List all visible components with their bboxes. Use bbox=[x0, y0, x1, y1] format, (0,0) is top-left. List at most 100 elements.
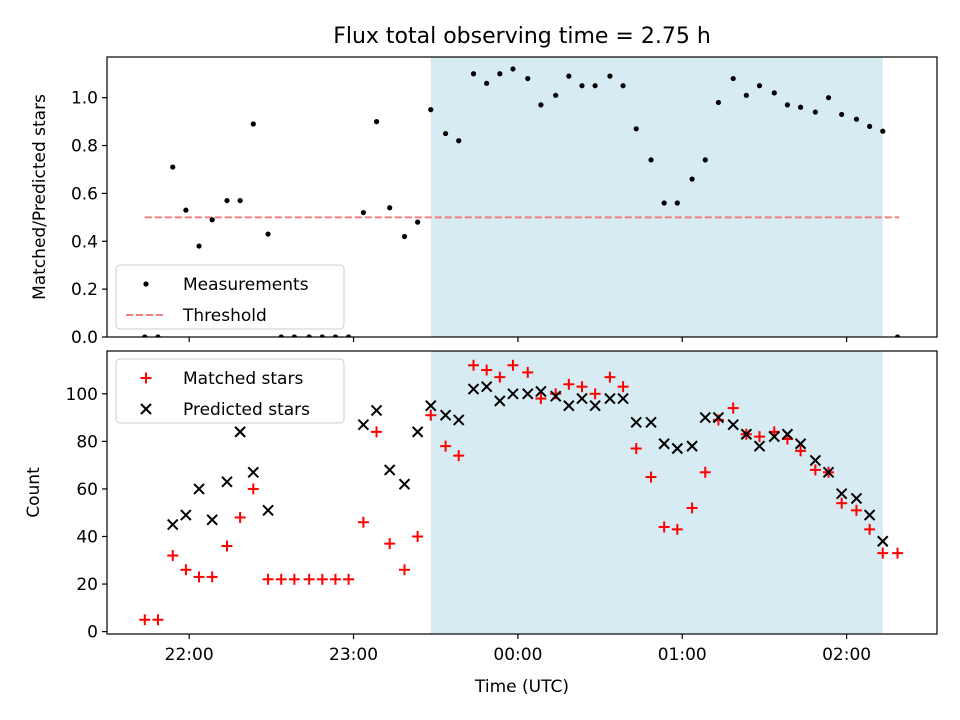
y-tick-label: 0.2 bbox=[71, 280, 98, 300]
predicted-star-point bbox=[794, 438, 807, 450]
x-tick-label: 00:00 bbox=[493, 645, 542, 665]
measurement-point bbox=[579, 83, 585, 89]
measurement-point bbox=[661, 200, 667, 206]
measurement-point bbox=[880, 128, 886, 134]
matched-star-point bbox=[658, 521, 670, 533]
predicted-star-point bbox=[357, 419, 370, 431]
x-tick-label: 01:00 bbox=[658, 645, 707, 665]
predicted-star-point bbox=[563, 399, 575, 412]
measurement-point bbox=[183, 207, 189, 213]
predicted-star-point bbox=[781, 428, 794, 440]
predicted-star-point bbox=[822, 466, 835, 478]
measurement-point bbox=[674, 200, 680, 206]
measurement-point bbox=[553, 92, 559, 98]
predicted-star-point bbox=[494, 395, 506, 407]
chart-title: Flux total observing time = 2.75 h bbox=[333, 24, 711, 49]
y-tick-label: 1.0 bbox=[71, 89, 98, 109]
measurement-point bbox=[756, 83, 763, 89]
y-tick-label: 80 bbox=[76, 432, 98, 452]
matched-star-point bbox=[316, 573, 328, 585]
matched-star-point bbox=[247, 483, 259, 495]
measurement-point bbox=[291, 334, 297, 337]
matched-star-point bbox=[507, 359, 519, 371]
predicted-star-point bbox=[712, 411, 725, 424]
measurement-point bbox=[387, 205, 393, 211]
matched-star-point bbox=[589, 388, 601, 400]
predicted-star-point bbox=[686, 440, 698, 452]
measurement-point bbox=[510, 66, 516, 72]
measurement-point bbox=[730, 75, 736, 82]
measurement-point bbox=[497, 71, 503, 77]
top-panel: 0.0 0.2 0.4 0.6 0.8 1.0 Matched/Predicted star… bbox=[30, 56, 938, 348]
legend: Matched stars Predicted stars bbox=[115, 358, 345, 424]
y-tick-label: 0 bbox=[87, 623, 98, 643]
matched-star-point bbox=[288, 573, 300, 585]
matched-star-point bbox=[425, 409, 437, 421]
measurement-point bbox=[428, 107, 434, 113]
measurement-point bbox=[797, 104, 804, 110]
measurement-point bbox=[702, 157, 708, 163]
legend-label: Threshold bbox=[182, 306, 267, 326]
predicted-star-point bbox=[617, 392, 629, 405]
y-tick-label: 0.8 bbox=[71, 137, 98, 157]
measurement-point bbox=[319, 334, 325, 337]
measurement-point bbox=[853, 116, 860, 122]
y-tick-label: 100 bbox=[66, 385, 98, 405]
matched-star-point bbox=[371, 426, 383, 438]
matched-star-point bbox=[303, 573, 315, 585]
measurement-point bbox=[170, 164, 176, 170]
measurement-point bbox=[442, 130, 449, 137]
measurement-point bbox=[784, 102, 791, 108]
legend-label: Matched stars bbox=[183, 369, 303, 389]
matched-star-point bbox=[398, 564, 410, 576]
measurement-point bbox=[484, 80, 490, 86]
matched-star-point bbox=[453, 450, 465, 462]
y-axis-label: Matched/Predicted stars bbox=[30, 94, 50, 300]
legend-measurement-swatch bbox=[143, 281, 149, 287]
measurement-point bbox=[237, 197, 243, 204]
matched-star-point bbox=[384, 538, 396, 550]
measurement-point bbox=[142, 334, 148, 337]
predicted-star-point bbox=[645, 416, 657, 429]
matched-star-point bbox=[494, 371, 506, 383]
matched-star-point bbox=[630, 443, 642, 455]
measurement-point bbox=[470, 71, 477, 77]
predicted-star-point bbox=[699, 411, 711, 424]
predicted-star-point bbox=[740, 428, 753, 440]
predicted-star-point bbox=[850, 492, 863, 505]
legend-box bbox=[115, 264, 345, 330]
y-tick-label: 20 bbox=[76, 575, 98, 595]
predicted-star-point bbox=[247, 466, 259, 478]
data-points bbox=[139, 359, 904, 626]
matched-star-point bbox=[576, 381, 588, 393]
predicted-star-point bbox=[863, 509, 876, 521]
predicted-star-point bbox=[439, 409, 452, 421]
predicted-star-point bbox=[727, 419, 739, 431]
measurement-point bbox=[538, 102, 544, 108]
matched-star-point bbox=[329, 573, 341, 585]
predicted-star-point bbox=[576, 392, 588, 405]
matched-star-point bbox=[343, 573, 355, 585]
predicted-star-point bbox=[877, 535, 889, 547]
matched-star-point bbox=[563, 378, 575, 390]
data-points bbox=[142, 66, 901, 337]
measurement-point bbox=[839, 111, 845, 118]
matched-star-point bbox=[234, 511, 246, 523]
matched-star-point bbox=[795, 445, 807, 457]
matched-star-point bbox=[180, 564, 192, 576]
predicted-star-point bbox=[753, 440, 766, 452]
predicted-star-point bbox=[658, 438, 670, 450]
measurement-point bbox=[360, 209, 366, 216]
matched-star-point bbox=[604, 371, 616, 383]
predicted-star-point bbox=[480, 380, 493, 393]
measurement-point bbox=[278, 334, 284, 337]
predicted-star-point bbox=[167, 518, 179, 531]
measurement-point bbox=[592, 83, 598, 89]
legend-label: Predicted stars bbox=[183, 400, 310, 420]
measurement-point bbox=[894, 334, 901, 337]
measurement-point bbox=[689, 176, 695, 182]
matched-star-point bbox=[617, 381, 629, 393]
bottom-panel: 0 20 40 60 80 100 22:00 23:00 00:00 01:00 02:00 Cou… bbox=[24, 350, 938, 697]
matched-star-point bbox=[206, 571, 218, 583]
